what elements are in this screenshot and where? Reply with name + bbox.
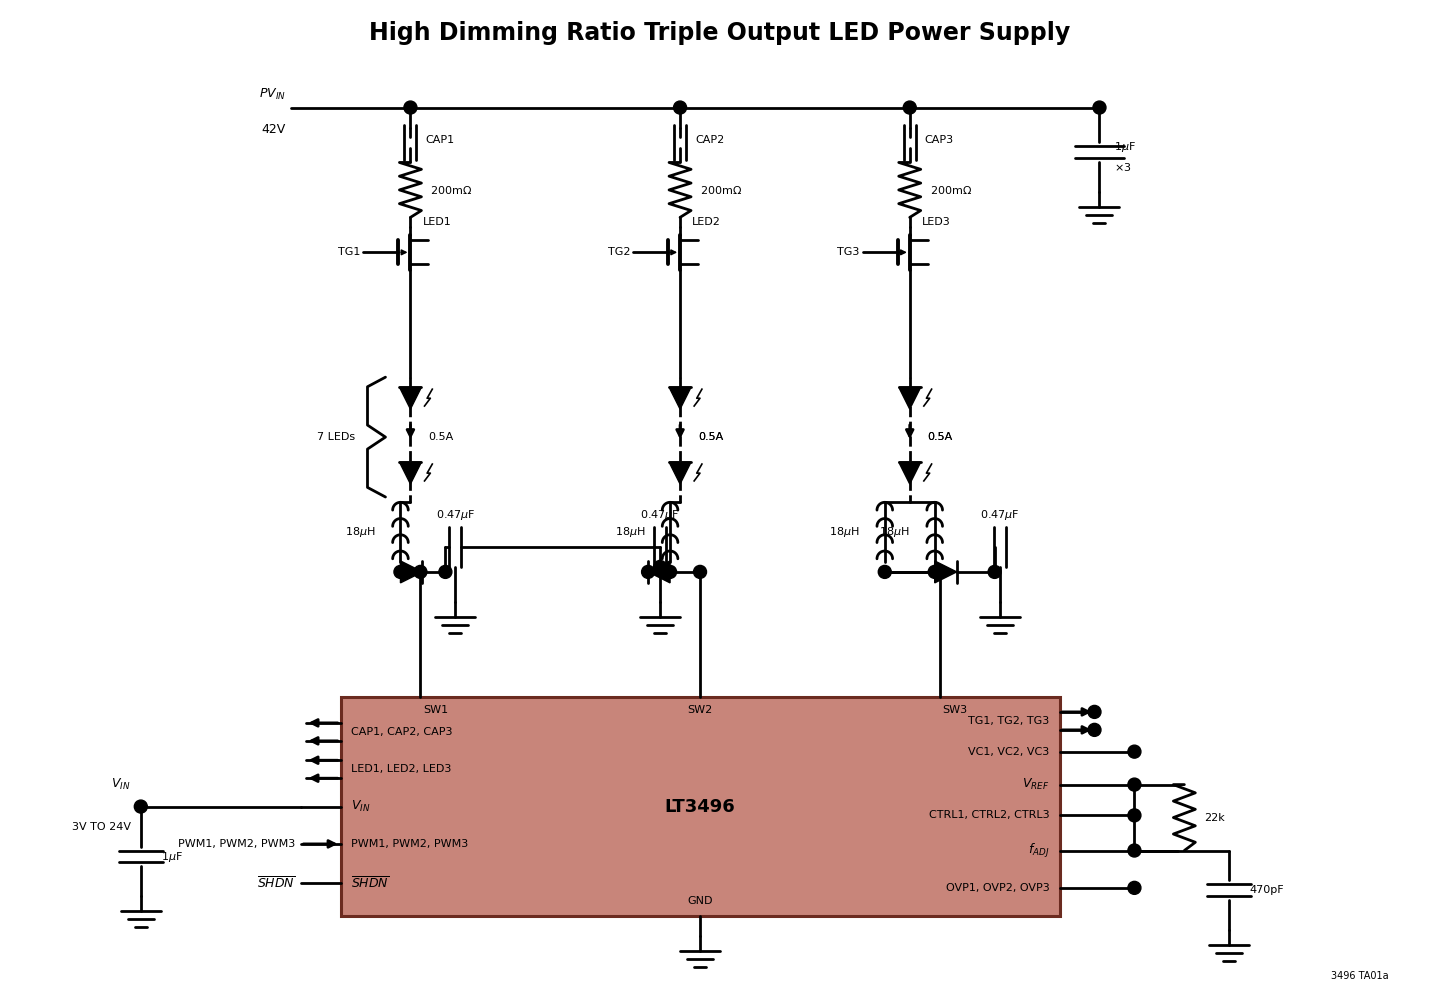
Circle shape: [1093, 101, 1106, 114]
Text: 0.47$\mu$F: 0.47$\mu$F: [435, 507, 476, 522]
Circle shape: [414, 565, 427, 578]
Text: CAP1, CAP2, CAP3: CAP1, CAP2, CAP3: [350, 727, 451, 737]
Text: 18$\mu$H: 18$\mu$H: [614, 525, 645, 539]
Circle shape: [1087, 724, 1102, 737]
Text: 18$\mu$H: 18$\mu$H: [345, 525, 375, 539]
Circle shape: [663, 565, 676, 578]
Text: 42V: 42V: [261, 123, 286, 136]
Circle shape: [1128, 745, 1141, 758]
Polygon shape: [399, 462, 421, 484]
Text: SW1: SW1: [424, 705, 448, 715]
Text: 0.47$\mu$F: 0.47$\mu$F: [640, 507, 679, 522]
Text: $\times$3: $\times$3: [1115, 162, 1132, 173]
Circle shape: [988, 565, 1001, 578]
Text: $V_{IN}$: $V_{IN}$: [350, 799, 371, 815]
Text: CAP2: CAP2: [695, 135, 724, 145]
Text: LED1, LED2, LED3: LED1, LED2, LED3: [350, 765, 451, 775]
Text: $PV_{IN}$: $PV_{IN}$: [258, 87, 286, 102]
Text: LED2: LED2: [692, 217, 721, 227]
Text: TG3: TG3: [838, 247, 859, 257]
Text: PWM1, PWM2, PWM3: PWM1, PWM2, PWM3: [350, 838, 467, 848]
Text: 18$\mu$H: 18$\mu$H: [880, 525, 910, 539]
Polygon shape: [898, 387, 921, 409]
Text: 0.5A: 0.5A: [428, 432, 454, 442]
Polygon shape: [669, 387, 691, 409]
Text: TG1, TG2, TG3: TG1, TG2, TG3: [968, 716, 1050, 726]
Polygon shape: [898, 462, 921, 484]
Text: TG1: TG1: [337, 247, 360, 257]
Text: $V_{IN}$: $V_{IN}$: [111, 777, 131, 792]
Circle shape: [929, 565, 942, 578]
Circle shape: [903, 101, 916, 114]
Text: CAP3: CAP3: [924, 135, 953, 145]
Text: 0.5A: 0.5A: [927, 432, 953, 442]
Text: 0.5A: 0.5A: [927, 432, 953, 442]
Circle shape: [1087, 706, 1102, 719]
Polygon shape: [669, 462, 691, 484]
Text: 3V TO 24V: 3V TO 24V: [72, 822, 131, 831]
Text: 3496 TA01a: 3496 TA01a: [1331, 971, 1389, 981]
Text: 18$\mu$H: 18$\mu$H: [829, 525, 859, 539]
Text: VC1, VC2, VC3: VC1, VC2, VC3: [968, 747, 1050, 757]
Text: High Dimming Ratio Triple Output LED Power Supply: High Dimming Ratio Triple Output LED Pow…: [369, 21, 1070, 45]
Text: LED3: LED3: [921, 217, 950, 227]
Text: SW2: SW2: [688, 705, 712, 715]
Polygon shape: [934, 561, 956, 583]
Text: CTRL1, CTRL2, CTRL3: CTRL1, CTRL2, CTRL3: [929, 811, 1050, 821]
Text: 7 LEDs: 7 LEDs: [317, 432, 356, 442]
Text: 0.47$\mu$F: 0.47$\mu$F: [979, 507, 1019, 522]
Text: TG2: TG2: [607, 247, 630, 257]
Circle shape: [394, 565, 407, 578]
FancyBboxPatch shape: [340, 697, 1060, 916]
Text: GND: GND: [688, 896, 712, 906]
Circle shape: [1128, 778, 1141, 791]
Text: 0.5A: 0.5A: [698, 432, 724, 442]
Text: 200m$\Omega$: 200m$\Omega$: [430, 183, 473, 196]
Polygon shape: [399, 387, 421, 409]
Text: $f_{ADJ}$: $f_{ADJ}$: [1028, 841, 1050, 859]
Circle shape: [694, 565, 707, 578]
Text: SW3: SW3: [943, 705, 968, 715]
Circle shape: [673, 101, 686, 114]
Text: LED1: LED1: [423, 217, 451, 227]
Circle shape: [134, 800, 147, 814]
Circle shape: [1128, 844, 1141, 857]
Circle shape: [878, 565, 891, 578]
Text: $\overline{SHDN}$: $\overline{SHDN}$: [350, 875, 389, 891]
Text: $V_{REF}$: $V_{REF}$: [1022, 777, 1050, 793]
Circle shape: [404, 101, 417, 114]
Text: $\overline{SHDN}$: $\overline{SHDN}$: [257, 875, 296, 891]
Text: 0.5A: 0.5A: [698, 432, 724, 442]
Circle shape: [1128, 809, 1141, 822]
Circle shape: [438, 565, 451, 578]
Text: OVP1, OVP2, OVP3: OVP1, OVP2, OVP3: [946, 883, 1050, 893]
Text: LT3496: LT3496: [665, 798, 735, 816]
Text: 200m$\Omega$: 200m$\Omega$: [930, 183, 972, 196]
Text: 22k: 22k: [1204, 813, 1226, 823]
Text: 1$\mu$F: 1$\mu$F: [160, 849, 183, 863]
Circle shape: [653, 560, 666, 573]
Text: 200m$\Omega$: 200m$\Omega$: [699, 183, 743, 196]
Circle shape: [642, 565, 655, 578]
Text: CAP1: CAP1: [425, 135, 454, 145]
Circle shape: [1128, 881, 1141, 894]
Polygon shape: [401, 561, 423, 583]
Text: 470pF: 470pF: [1249, 885, 1283, 895]
Text: 1$\mu$F: 1$\mu$F: [1115, 141, 1136, 155]
Text: PWM1, PWM2, PWM3: PWM1, PWM2, PWM3: [179, 838, 296, 848]
Polygon shape: [647, 561, 671, 583]
